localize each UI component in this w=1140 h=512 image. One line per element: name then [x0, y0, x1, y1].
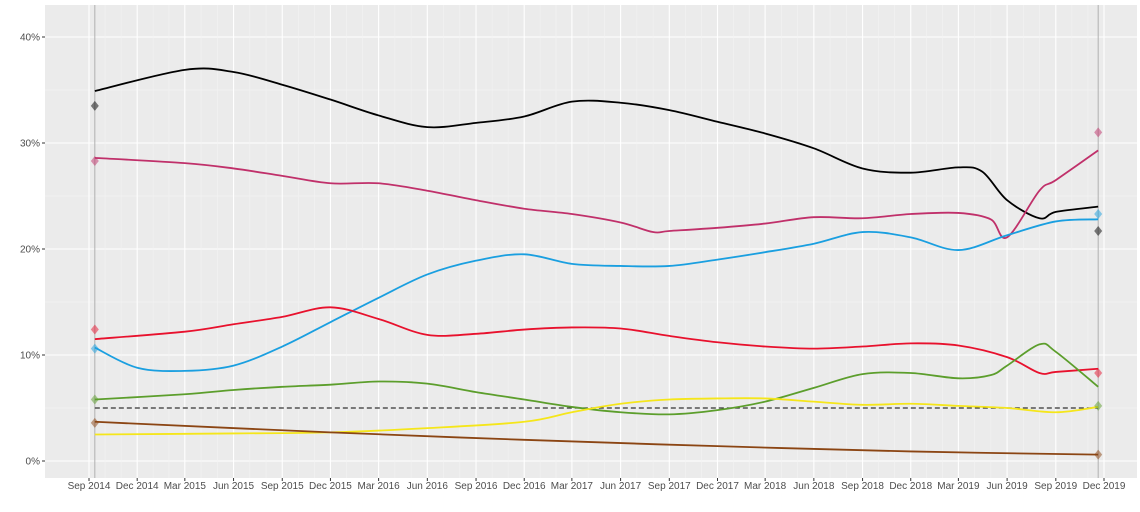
series-line-1	[94, 149, 1099, 240]
x-tick-label: Mar 2018	[744, 481, 787, 492]
series-line-0	[94, 67, 1099, 220]
x-tick-label: Sep 2016	[455, 481, 498, 492]
series-line-6	[94, 420, 1099, 456]
start-result-marker	[90, 417, 99, 428]
series-line-2	[94, 218, 1099, 372]
x-tick-label: Jun 2018	[793, 481, 835, 492]
x-tick-label: Dec 2017	[696, 481, 739, 492]
x-tick-label: Dec 2018	[889, 481, 932, 492]
x-tick-label: Jun 2016	[407, 481, 449, 492]
x-tick-label: Sep 2017	[648, 481, 691, 492]
x-tick-label: Dec 2015	[309, 481, 352, 492]
x-tick-label: Mar 2019	[937, 481, 980, 492]
y-tick-label: 0%	[26, 457, 41, 468]
y-tick-label: 10%	[20, 351, 40, 362]
start-result-marker	[90, 324, 99, 335]
start-result-marker	[90, 394, 99, 405]
gridlines	[45, 5, 1137, 478]
y-tick-label: 20%	[20, 245, 40, 256]
x-tick-label: Mar 2017	[551, 481, 594, 492]
series-lines	[94, 67, 1099, 456]
end-result-marker	[1094, 400, 1103, 411]
x-axis: Sep 2014 Dec 2014 Mar 2015 Jun 2015 Sep 2015…	[68, 478, 1126, 492]
x-tick-label: Jun 2017	[600, 481, 642, 492]
y-tick-label: 30%	[20, 139, 40, 150]
x-tick-label: Mar 2016	[357, 481, 400, 492]
series-line-5	[94, 397, 1099, 436]
y-axis: 0% 10% 20% 30% 40%	[20, 33, 45, 468]
x-tick-label: Sep 2019	[1034, 481, 1077, 492]
plot-background	[45, 5, 1137, 478]
end-result-marker	[1094, 225, 1103, 236]
x-tick-label: Dec 2014	[116, 481, 159, 492]
result-markers	[90, 100, 1103, 460]
series-line-3	[94, 306, 1099, 375]
x-tick-label: Sep 2015	[261, 481, 304, 492]
x-tick-label: Sep 2018	[841, 481, 884, 492]
x-tick-label: Jun 2015	[213, 481, 255, 492]
x-tick-label: Sep 2014	[68, 481, 111, 492]
end-result-marker	[1094, 449, 1103, 460]
x-tick-label: Mar 2015	[164, 481, 207, 492]
x-tick-label: Jun 2019	[987, 481, 1029, 492]
x-tick-label: Dec 2016	[503, 481, 546, 492]
y-tick-label: 40%	[20, 33, 40, 44]
series-line-4	[94, 342, 1099, 416]
start-result-marker	[90, 156, 99, 167]
end-result-marker	[1094, 127, 1103, 138]
end-result-marker	[1094, 368, 1103, 379]
end-result-marker	[1094, 209, 1103, 220]
start-result-marker	[90, 343, 99, 354]
start-result-marker	[90, 100, 99, 111]
x-tick-label: Dec 2019	[1083, 481, 1126, 492]
